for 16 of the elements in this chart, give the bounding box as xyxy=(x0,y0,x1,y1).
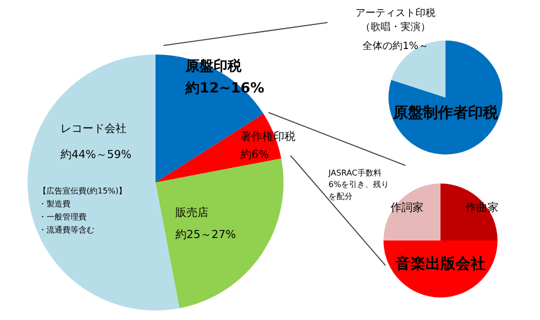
slice-label: レコード会社 xyxy=(60,122,126,135)
slice-label: 作曲家 xyxy=(464,201,498,214)
data-label: 全体の約1%～ xyxy=(362,40,428,52)
slice-label: 音楽出版会社 xyxy=(394,254,486,272)
slice-label: 原盤制作者印税 xyxy=(392,104,499,122)
data-label: 約25～27% xyxy=(176,228,236,241)
text: ・一般管理費 xyxy=(38,212,86,222)
slice-label: 作詞家 xyxy=(390,201,424,214)
text: JASRAC手数料6%を引き、残りを配分 xyxy=(328,168,390,201)
slice-label: 販売店 xyxy=(176,206,208,219)
text: 【広告宣伝費(約15%)】 xyxy=(38,186,127,196)
data-label: 約6% xyxy=(240,148,269,161)
slice-label: アーティスト印税（歌唱・実演） xyxy=(356,7,436,33)
text: ・製造費 xyxy=(38,200,70,208)
text: ・流通費等含む xyxy=(38,226,94,234)
text: 約44%～59% xyxy=(60,148,132,161)
